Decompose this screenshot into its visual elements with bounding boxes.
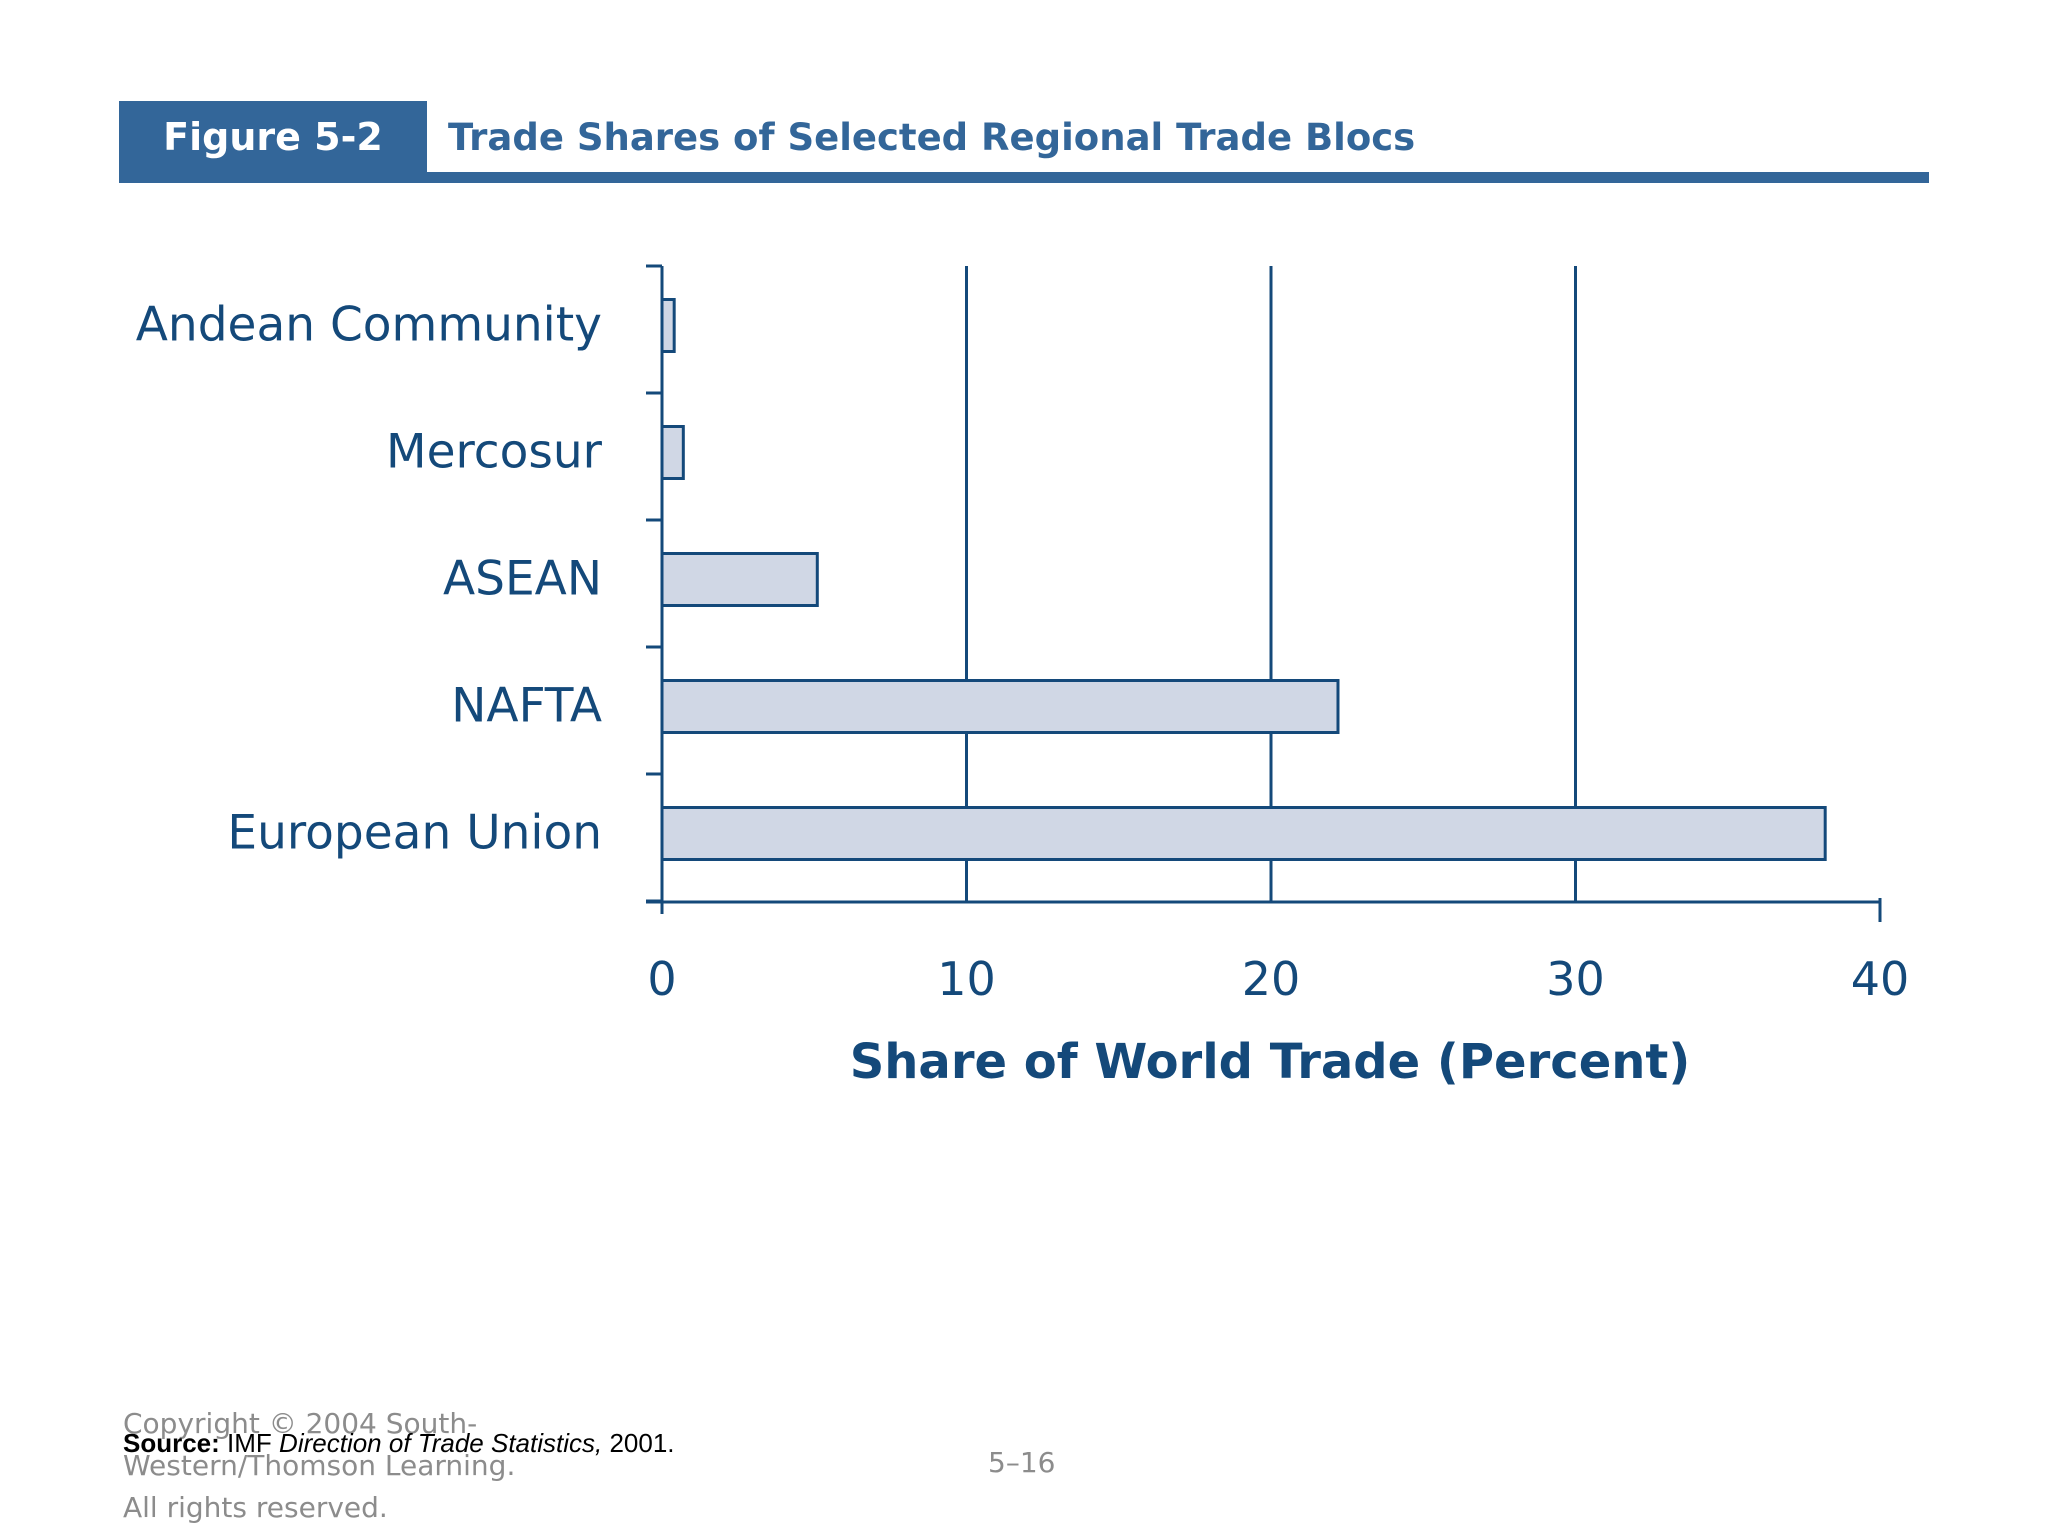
x-tick-label: 10 [937,952,996,1006]
category-label: NAFTA [451,679,602,734]
bar [660,298,676,353]
source-title: Direction of Trade Statistics, [279,1428,603,1458]
source-org: IMF [227,1428,272,1458]
copyright-line: Copyright © 2004 South- [123,1407,478,1440]
source-note: Source: IMF Direction of Trade Statistic… [123,1428,675,1459]
header-rule [119,172,1929,183]
bar [660,552,819,607]
copyright-line: Western/Thomson Learning. [123,1449,516,1482]
x-tick-label: 20 [1242,952,1301,1006]
axes [646,264,1882,922]
x-tick-label: 40 [1851,952,1910,1006]
grid-lines [965,266,1577,902]
copyright-notice: Copyright © 2004 South- Western/Thomson … [123,1403,563,1529]
category-label: European Union [227,806,602,861]
bars [660,298,1827,861]
labels: Andean Community Mercosur ASEAN NAFTA Europe… [136,298,1910,1091]
bar-chart: Andean Community Mercosur ASEAN NAFTA Europe… [136,264,1910,1091]
copyright-line: All rights reserved. [123,1491,388,1524]
page-number: 5–16 [988,1446,1056,1479]
figure-title: Trade Shares of Selected Regional Trade … [448,116,1416,159]
figure-label: Figure 5-2 [119,101,427,174]
x-axis-title: Share of World Trade (Percent) [850,1034,1691,1090]
bar [660,425,685,480]
x-tick-label: 0 [647,952,676,1006]
source-label: Source: [123,1428,220,1458]
bar [660,806,1827,861]
x-tick-label: 30 [1546,952,1605,1006]
bar [660,679,1340,734]
category-label: Mercosur [386,425,603,480]
category-label: Andean Community [136,298,602,353]
figure-header: Figure 5-2 Trade Shares of Selected Regi… [119,101,1929,183]
source-year: 2001. [609,1428,675,1458]
category-label: ASEAN [443,552,602,607]
